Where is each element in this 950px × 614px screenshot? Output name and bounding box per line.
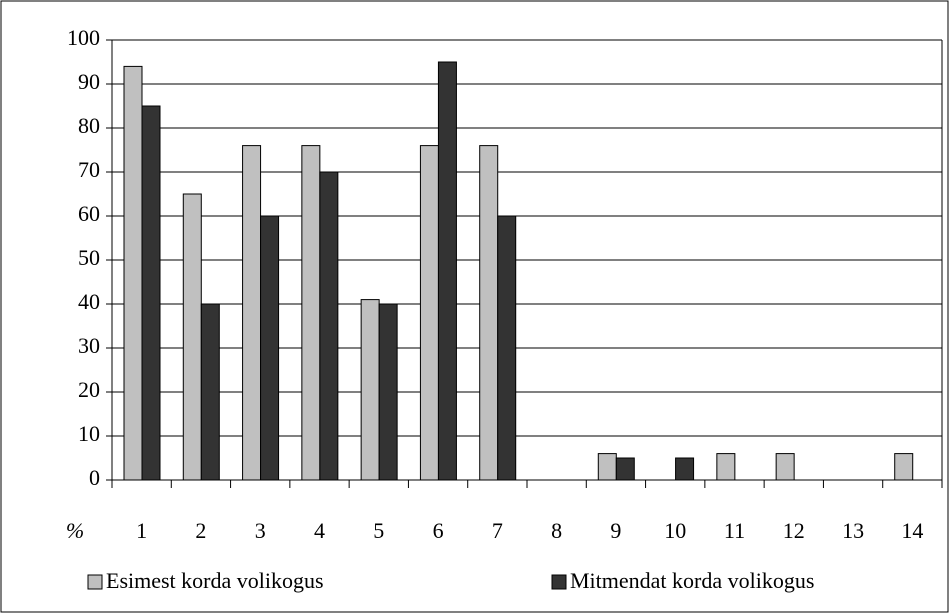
bar: [497, 215, 517, 481]
x-tick-label: 14: [901, 518, 923, 543]
bar: [597, 453, 617, 481]
bar: [716, 453, 736, 481]
x-tick-label: 10: [664, 518, 686, 543]
bar: [615, 457, 635, 481]
y-tick-label: 60: [78, 201, 100, 226]
y-tick-label: 20: [78, 377, 100, 402]
bar: [360, 299, 380, 481]
legend-label: Esimest korda volikogus: [106, 568, 324, 593]
x-tick-label: 11: [724, 518, 745, 543]
x-tick-label: 1: [136, 518, 147, 543]
bar: [200, 303, 220, 481]
legend-swatch: [87, 574, 103, 590]
x-tick-label: 6: [433, 518, 444, 543]
x-tick-label: 5: [373, 518, 384, 543]
y-tick-label: 0: [89, 465, 100, 490]
bar: [319, 171, 339, 481]
bar: [378, 303, 398, 481]
bar: [437, 61, 457, 481]
x-tick-label: 9: [610, 518, 621, 543]
x-axis-label: %: [66, 518, 84, 543]
y-tick-label: 50: [78, 245, 100, 270]
bar: [419, 145, 439, 481]
bar: [182, 193, 202, 481]
x-tick-label: 4: [314, 518, 325, 543]
y-tick-label: 70: [78, 157, 100, 182]
x-tick-label: 3: [255, 518, 266, 543]
y-tick-label: 100: [67, 25, 100, 50]
legend-label: Mitmendat korda volikogus: [570, 568, 814, 593]
x-tick-label: 13: [842, 518, 864, 543]
x-tick-label: 7: [492, 518, 503, 543]
bar: [775, 453, 795, 481]
bar: [675, 457, 695, 481]
bar: [242, 145, 262, 481]
y-tick-label: 40: [78, 289, 100, 314]
x-tick-label: 8: [551, 518, 562, 543]
y-tick-label: 10: [78, 421, 100, 446]
bar: [301, 145, 321, 481]
bar: [123, 65, 143, 481]
bar: [479, 145, 499, 481]
y-tick-label: 80: [78, 113, 100, 138]
bar: [894, 453, 914, 481]
legend-swatch: [551, 574, 567, 590]
y-tick-label: 90: [78, 69, 100, 94]
bar: [260, 215, 280, 481]
x-tick-label: 12: [783, 518, 805, 543]
x-tick-label: 2: [195, 518, 206, 543]
y-tick-label: 30: [78, 333, 100, 358]
bar: [141, 105, 161, 481]
